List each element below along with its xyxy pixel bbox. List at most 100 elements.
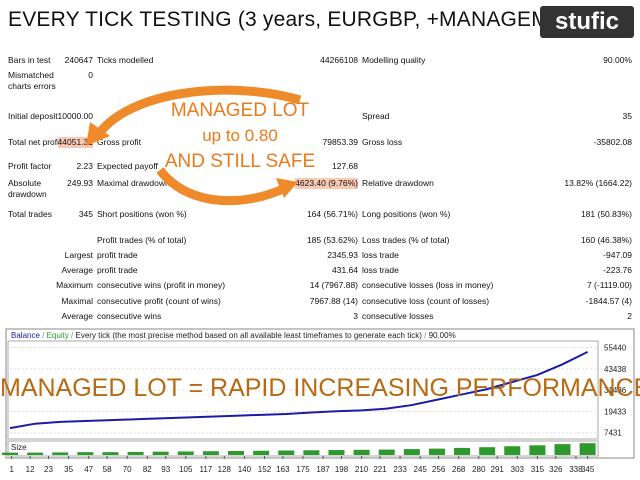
report-value: 79853.39	[322, 137, 358, 147]
report-value: 13.82% (1664.22)	[564, 178, 632, 188]
arrow	[94, 85, 302, 138]
report-label: Gross loss	[362, 137, 403, 147]
report-value: 2345.93	[327, 250, 358, 260]
size-bar	[579, 443, 596, 455]
report-label: Short positions (won %)	[97, 209, 187, 219]
report-value: 7 (-1119.00)	[586, 280, 632, 290]
size-bar	[202, 451, 219, 455]
x-tick-label: 291	[491, 465, 505, 474]
callout-text: up to 0.80	[202, 126, 278, 145]
size-bar	[504, 446, 521, 455]
report-label: profit trade	[97, 265, 138, 275]
report-label: Long positions (won %)	[362, 209, 451, 219]
x-tick-label: 187	[316, 465, 330, 474]
size-bar	[27, 452, 44, 455]
report-value: 0	[88, 70, 93, 80]
x-tick-label: 280	[472, 465, 486, 474]
size-bar	[403, 449, 420, 455]
size-bar	[278, 450, 295, 455]
report-value: -35802.08	[593, 137, 632, 147]
size-bar	[52, 452, 69, 455]
x-tick-label: 326	[549, 465, 563, 474]
banner: MANAGED LOT = RAPID INCREASING PERFORMAN…	[0, 374, 640, 402]
report-label: loss trade	[362, 265, 399, 275]
x-tick-label: 338	[569, 465, 583, 474]
arrow-head	[276, 178, 298, 198]
size-bar	[479, 447, 496, 455]
x-tick-label: 315	[531, 465, 545, 474]
report-value: 164 (56.71%)	[306, 209, 358, 219]
report-label: consecutive losses	[362, 311, 434, 321]
size-bar	[177, 451, 194, 455]
x-tick-label: 128	[218, 465, 232, 474]
report-value: 44051.31	[57, 137, 93, 148]
size-bar	[303, 450, 320, 455]
report-label: Relative drawdown	[362, 178, 434, 188]
report-label: Maximal drawdown	[97, 178, 170, 188]
report-value: -223.76	[603, 265, 632, 275]
size-bar	[2, 452, 18, 455]
report-value: 240647	[64, 55, 93, 65]
size-bar	[253, 450, 270, 455]
page-title: EVERY TICK TESTING (3 years, EURGBP, +MA…	[8, 8, 599, 31]
legend-item: Balance	[11, 331, 40, 340]
x-tick-label: 152	[258, 465, 272, 474]
report-value: 3	[353, 311, 358, 321]
size-label: Size	[11, 443, 27, 452]
x-tick-label: 1	[9, 465, 14, 474]
x-tick-label: 303	[511, 465, 525, 474]
legend: Balance / Equity / Every tick (the most …	[11, 331, 456, 340]
report-label: Average	[61, 311, 93, 321]
report-value: -1844.57 (4)	[585, 296, 632, 306]
x-tick-label: 256	[432, 465, 446, 474]
report-value: 160 (46.38%)	[580, 235, 632, 245]
report-label: profit trade	[97, 250, 138, 260]
x-tick-label: 140	[238, 465, 252, 474]
x-tick-label: 70	[123, 465, 132, 474]
x-tick-label: 233	[393, 465, 407, 474]
y-tick-label: 43438	[604, 365, 627, 374]
report-value: 431.64	[332, 265, 358, 275]
size-bar	[77, 452, 94, 455]
report-label: Modelling quality	[362, 55, 426, 65]
report-label: consecutive losses (loss in money)	[362, 280, 494, 290]
callout-text: AND STILL SAFE	[164, 151, 316, 172]
x-tick-label: 345	[581, 465, 595, 474]
report-value: 2.23	[76, 161, 93, 171]
x-tick-label: 117	[200, 465, 213, 474]
size-bar	[102, 452, 119, 455]
report-value: 7967.88 (14)	[309, 296, 358, 306]
report-label: loss trade	[362, 250, 399, 260]
x-tick-label: 35	[64, 465, 73, 474]
report-label: Spread	[362, 111, 390, 121]
report-label: consecutive wins (profit in money)	[97, 280, 226, 290]
report-value: 127.68	[332, 161, 358, 171]
report-value: 2	[627, 311, 632, 321]
legend-item: 90.00%	[429, 331, 456, 340]
report-label: consecutive profit (count of wins)	[97, 296, 221, 306]
report-label: Average	[61, 265, 93, 275]
callout-text: MANAGED LOT	[170, 100, 310, 121]
logo: stufic	[540, 6, 634, 38]
report-value: 35	[622, 111, 632, 121]
x-tick-label: 12	[26, 465, 35, 474]
size-bar	[378, 449, 395, 455]
report-value: 4623.40 (9.76%)	[295, 178, 358, 189]
report-value: 14 (7967.88)	[309, 280, 358, 290]
report-value: 345	[78, 209, 93, 219]
x-tick-label: 93	[161, 465, 170, 474]
x-tick-label: 82	[143, 465, 152, 474]
report-value: 10000.00	[57, 111, 93, 121]
report-label: Mismatched charts errors	[8, 70, 56, 91]
legend-item: Equity	[47, 331, 69, 340]
x-tick-label: 221	[373, 465, 387, 474]
x-tick-label: 210	[355, 465, 369, 474]
size-bar	[127, 451, 144, 455]
report-value: -947.09	[603, 250, 632, 260]
report-label: Loss trades (% of total)	[362, 235, 450, 245]
y-tick-label: 19433	[604, 407, 627, 416]
x-tick-label: 23	[44, 465, 53, 474]
report-label: Gross profit	[97, 137, 141, 147]
report-label: Maximum	[56, 280, 93, 290]
